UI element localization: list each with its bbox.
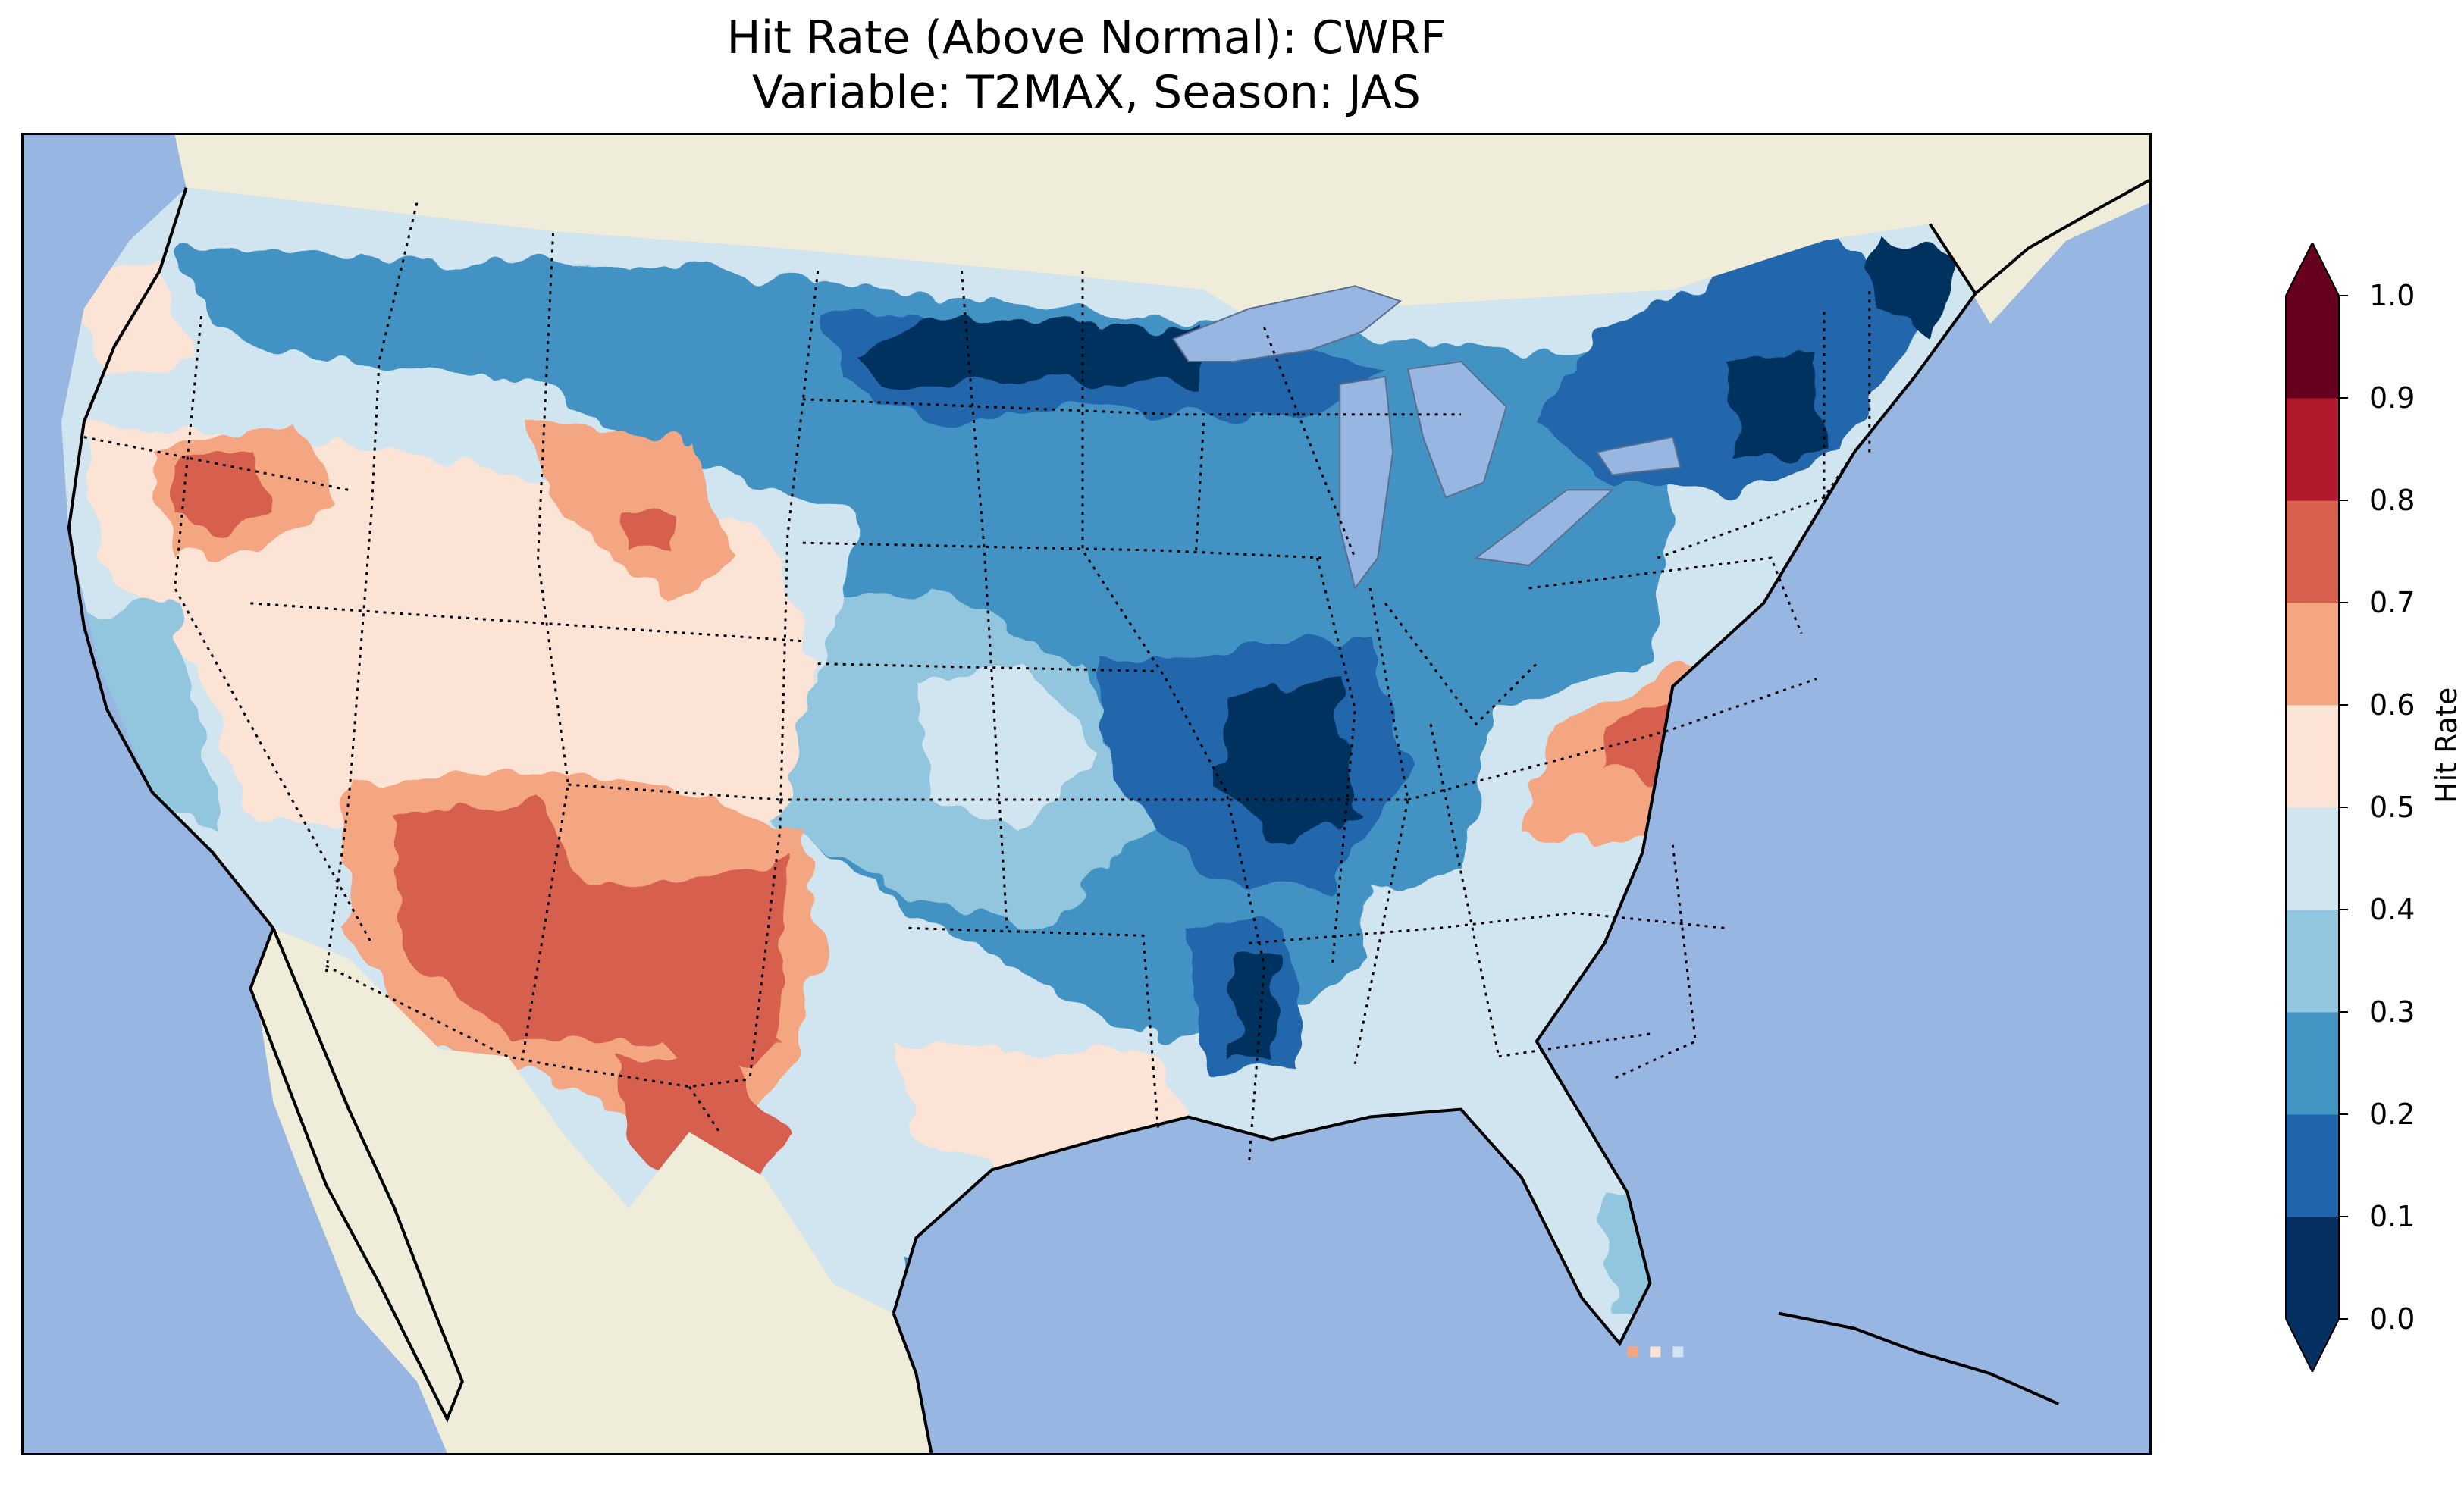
colorbar-extend-min [2286, 1319, 2339, 1372]
colorbar-segment [2286, 1012, 2339, 1115]
colorbar-segment [2286, 705, 2339, 808]
colorbar-tick-label: 0.5 [2369, 791, 2415, 824]
lake-michigan [1339, 375, 1394, 590]
colorbar-segment [2286, 1217, 2339, 1320]
colorbar-segment [2286, 1114, 2339, 1217]
colorbar-segment [2286, 500, 2339, 603]
colorbar [2285, 243, 2348, 1372]
great-lakes [1172, 285, 1682, 590]
lake-ontario [1595, 436, 1682, 476]
colorbar-tick-label: 0.0 [2369, 1302, 2415, 1336]
coastlines [67, 179, 2149, 1453]
figure-title: Hit Rate (Above Normal): CWRF [726, 11, 1447, 64]
map-panel [21, 133, 2152, 1455]
colorbar-tick-label: 0.7 [2369, 586, 2415, 619]
colorbar-extend-max [2286, 243, 2339, 296]
lake-huron [1406, 360, 1507, 499]
colorbar-label: Hit Rate [2430, 687, 2463, 803]
colorbar-tick-label: 0.1 [2369, 1200, 2415, 1233]
colorbar-tick-label: 0.4 [2369, 893, 2415, 926]
lake-superior [1172, 285, 1403, 362]
colorbar-tick-label: 0.2 [2369, 1098, 2415, 1131]
colorbar-segment [2286, 296, 2339, 399]
state-borders [83, 202, 1871, 1163]
colorbar-tick-label: 1.0 [2369, 279, 2415, 312]
lake-erie [1474, 489, 1615, 567]
colorbar-tick-label: 0.9 [2369, 381, 2415, 415]
figure-subtitle: Variable: T2MAX, Season: JAS [752, 66, 1421, 119]
florida-keys [1627, 1346, 1684, 1358]
colorbar-segment [2286, 910, 2339, 1013]
colorbar-segment [2286, 807, 2339, 910]
colorbar-tick-label: 0.3 [2369, 995, 2415, 1029]
colorbar-segment [2286, 398, 2339, 501]
colorbar-tick-label: 0.8 [2369, 484, 2415, 517]
colorbar-segment [2286, 603, 2339, 706]
canada-land [24, 135, 2149, 328]
map-svg [24, 135, 2149, 1453]
colorbar-tick-label: 0.6 [2369, 688, 2415, 722]
baja-peninsula [250, 928, 462, 1420]
